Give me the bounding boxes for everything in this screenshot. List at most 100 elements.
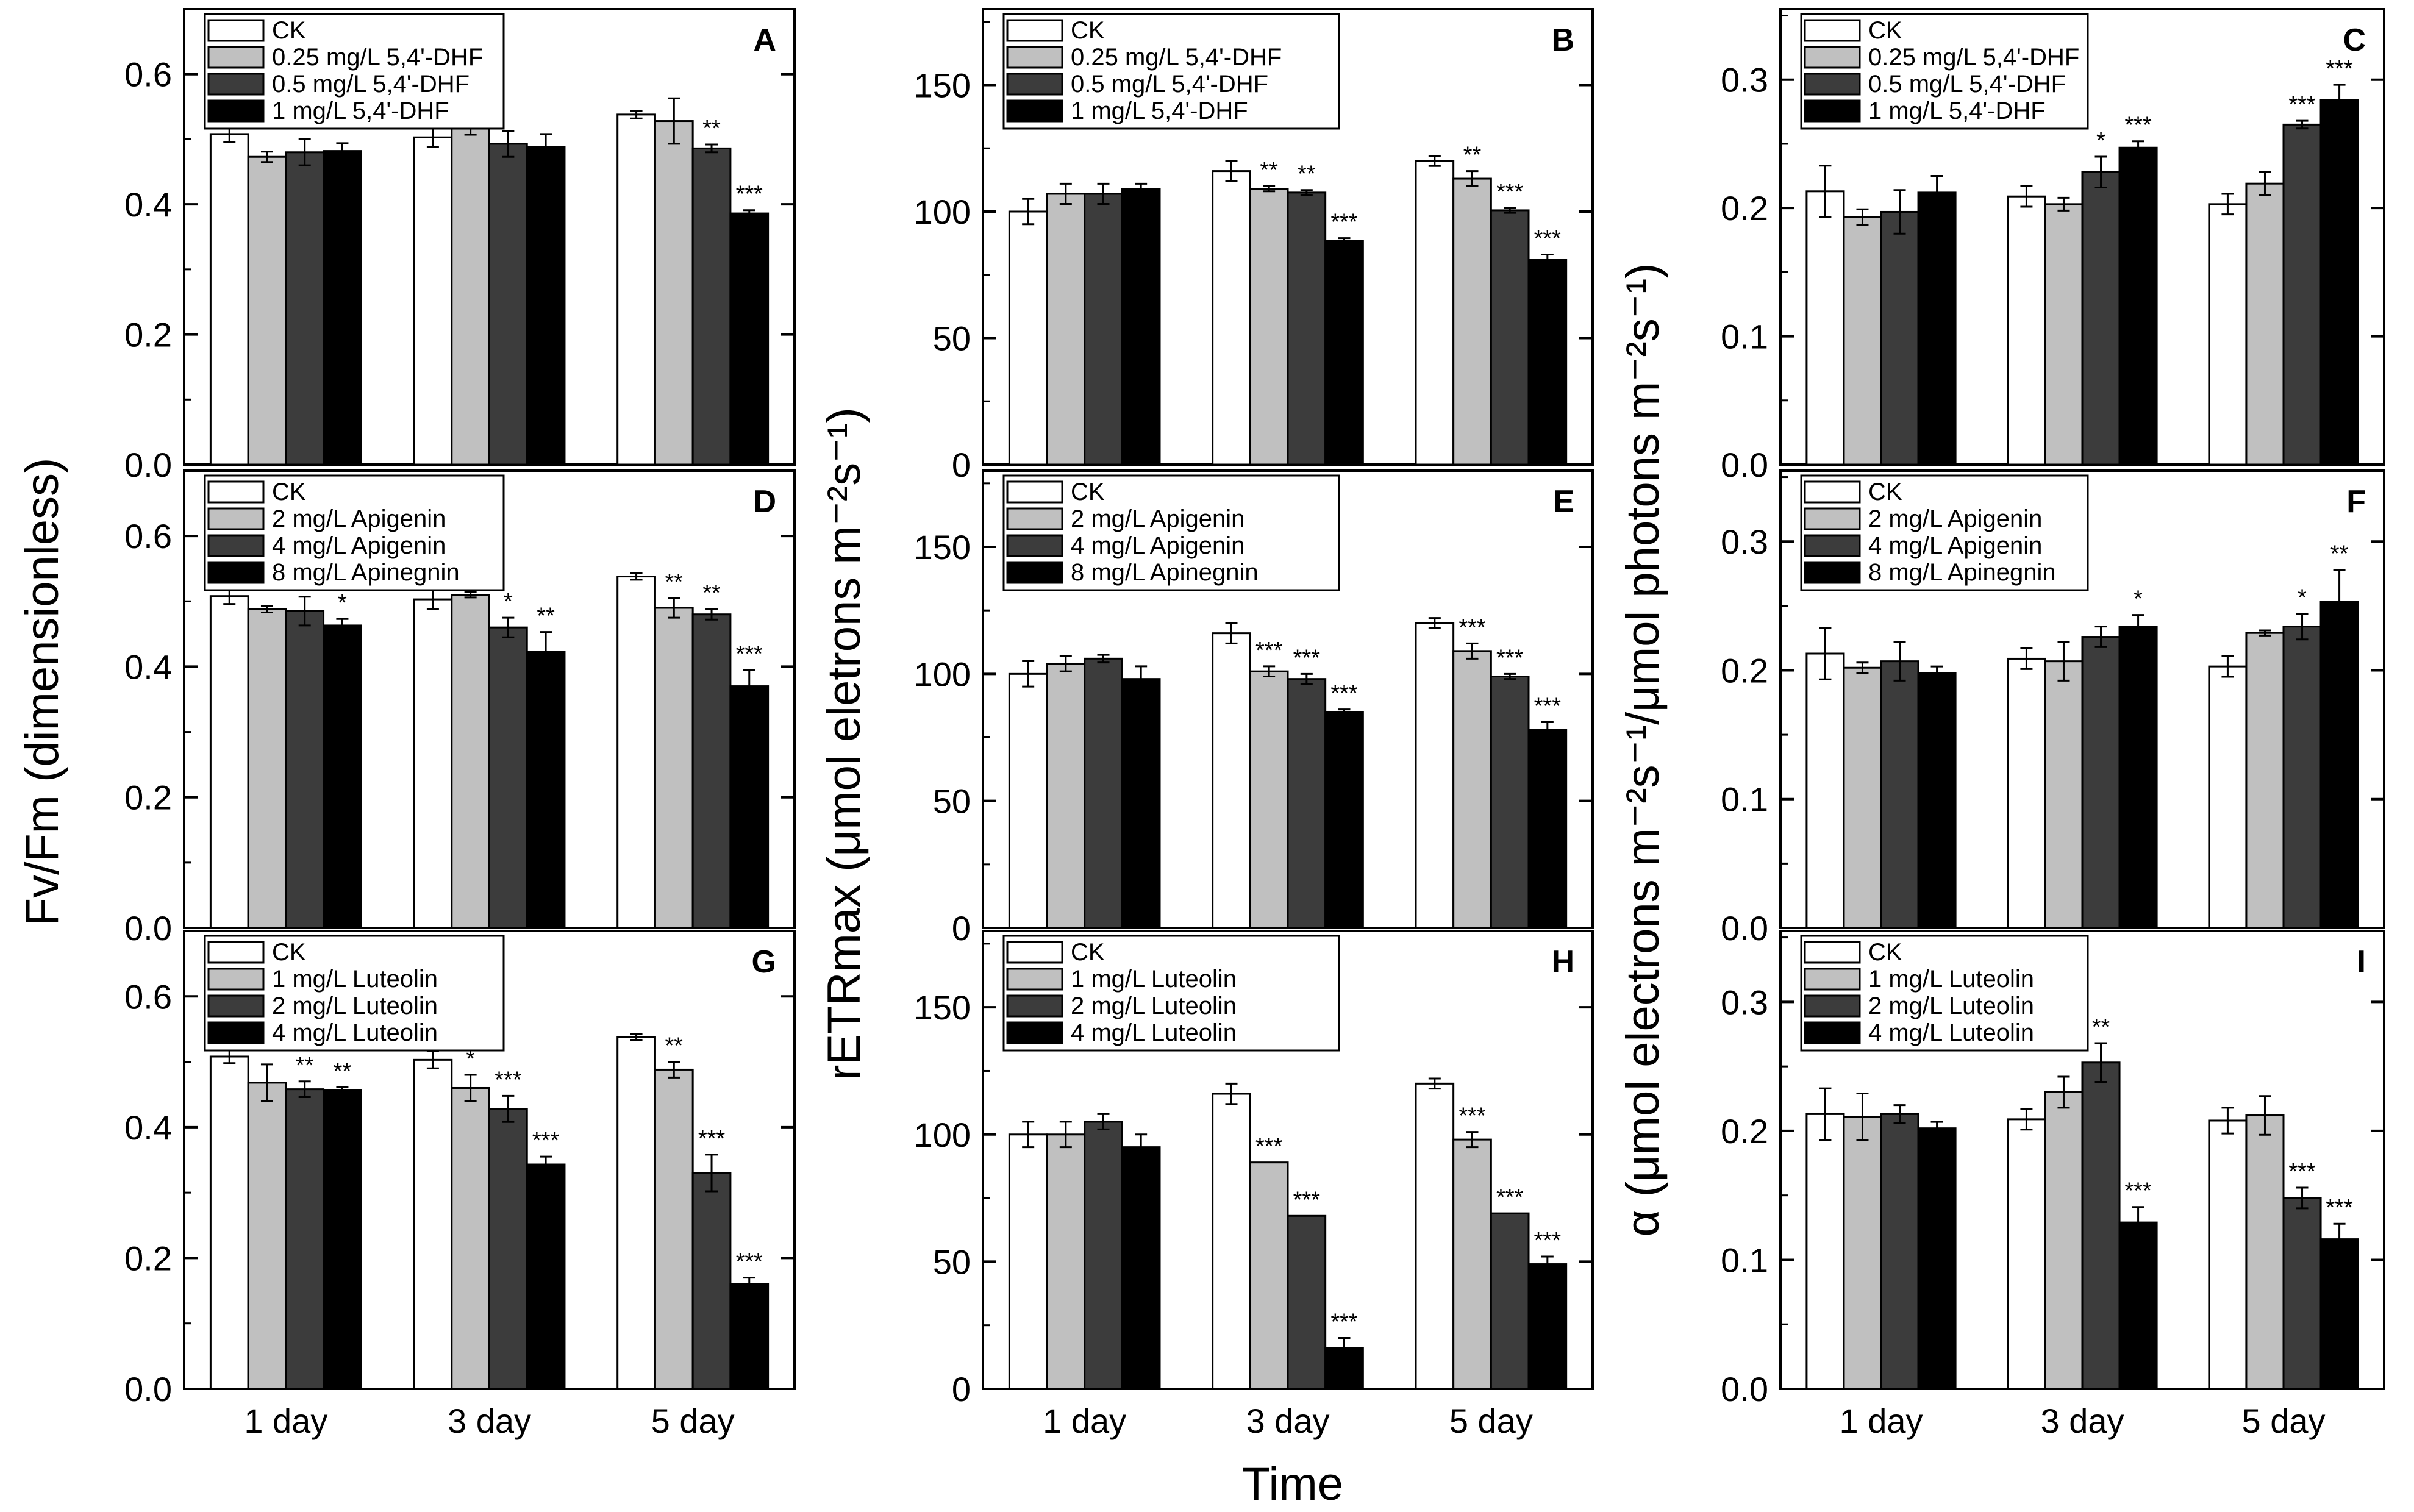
panel-letter: E	[1553, 484, 1574, 519]
bar	[1046, 1133, 1086, 1390]
bar	[729, 212, 770, 466]
bar	[1527, 259, 1568, 466]
bar	[654, 120, 694, 466]
y-tick-label: 0.4	[124, 647, 172, 686]
bar	[2007, 657, 2046, 929]
y-tick-label: 0.3	[1721, 61, 1768, 99]
legend-label: 2 mg/L Luteolin	[1071, 993, 1237, 1019]
bar	[2118, 626, 2158, 929]
legend-label: 0.25 mg/L 5,4'-DHF	[1868, 44, 2079, 71]
x-tick-label: 3 day	[1246, 1402, 1330, 1440]
legend-swatch	[207, 941, 265, 964]
legend-label: 2 mg/L Apigenin	[1868, 505, 2042, 532]
bar	[1880, 660, 1919, 929]
significance-label: *	[338, 590, 347, 616]
significance-label: **	[1463, 143, 1482, 168]
x-tick-label: 1 day	[1043, 1402, 1126, 1440]
bar	[729, 1283, 770, 1390]
panel-letter: D	[753, 484, 776, 519]
significance-label: ***	[1496, 179, 1524, 205]
significance-label: ***	[1496, 1185, 1524, 1210]
bar	[2245, 182, 2285, 466]
bar	[1843, 216, 1882, 466]
bar	[1415, 1082, 1455, 1390]
significance-label: ***	[736, 182, 763, 207]
bar	[2118, 146, 2158, 466]
bar	[1249, 1161, 1289, 1390]
bar	[1008, 672, 1048, 929]
y-tick-label: 0.2	[1721, 651, 1768, 690]
significance-label: **	[665, 569, 684, 595]
legend-swatch	[1804, 19, 1861, 42]
legend-swatch	[207, 534, 265, 557]
bar	[2007, 1118, 2046, 1390]
y-tick-label: 0.6	[124, 977, 172, 1016]
bar	[691, 147, 732, 466]
panel-g: 0.00.20.40.61 day*****3 day*******5 day*…	[124, 930, 796, 1440]
legend-swatch	[1804, 73, 1861, 96]
y-tick-label: 0.6	[124, 517, 172, 555]
legend-swatch	[1006, 994, 1063, 1018]
y-axis-title-alpha: α (μmol electrons m⁻²s⁻¹/μmol photons m⁻…	[1617, 263, 1669, 1237]
bar	[2044, 660, 2084, 929]
legend-label: CK	[1868, 479, 1902, 505]
bar	[2081, 636, 2121, 929]
significance-label: ***	[2124, 113, 2152, 138]
legend-label: 0.25 mg/L 5,4'-DHF	[1071, 44, 1282, 71]
y-tick-label: 0.4	[124, 185, 172, 224]
significance-label: ***	[1293, 645, 1321, 671]
bar	[247, 155, 287, 466]
significance-label: ***	[1255, 638, 1283, 663]
legend-swatch	[1804, 480, 1861, 504]
significance-label: **	[2330, 541, 2349, 567]
bar	[488, 1108, 528, 1390]
bar	[526, 1163, 566, 1390]
y-tick-label: 0.0	[1721, 1370, 1768, 1408]
bar	[654, 1068, 694, 1390]
y-tick-label: 0.0	[124, 1370, 172, 1408]
legend-swatch	[207, 561, 265, 584]
significance-label: ***	[1330, 1310, 1358, 1335]
bar	[616, 113, 656, 466]
bar	[1084, 657, 1123, 929]
significance-label: **	[2092, 1015, 2110, 1040]
legend-label: CK	[272, 939, 306, 966]
significance-label: ***	[2326, 56, 2353, 82]
legend-swatch	[207, 1021, 265, 1044]
legend-label: 1 mg/L 5,4'-DHF	[1071, 98, 1248, 124]
legend-swatch	[1006, 507, 1063, 530]
bar	[1121, 1146, 1161, 1390]
y-tick-label: 100	[914, 193, 971, 231]
legend-label: CK	[1071, 479, 1105, 505]
significance-label: *	[2096, 128, 2105, 154]
significance-label: ***	[1534, 694, 1562, 719]
bar	[1490, 1212, 1530, 1390]
bar	[1490, 676, 1530, 929]
bar	[285, 610, 325, 929]
significance-label: ***	[2326, 1195, 2353, 1221]
y-tick-label: 0.1	[1721, 780, 1768, 819]
significance-label: ***	[1459, 1104, 1486, 1129]
bar	[1805, 652, 1845, 929]
bar	[1212, 1093, 1251, 1390]
bar	[616, 1036, 656, 1390]
bar	[1008, 1133, 1048, 1390]
legend-label: 0.5 mg/L 5,4'-DHF	[1868, 71, 2066, 98]
y-tick-label: 50	[933, 1243, 971, 1281]
panel-letter: G	[752, 944, 776, 980]
legend-swatch	[207, 994, 265, 1018]
panel-letter: A	[753, 23, 776, 58]
bar	[2282, 1197, 2322, 1390]
bar	[1880, 210, 1919, 466]
bar	[1287, 678, 1327, 929]
legend-label: 8 mg/L Apinegnin	[1071, 559, 1259, 586]
y-tick-label: 150	[914, 528, 971, 566]
y-tick-label: 0.4	[124, 1108, 172, 1147]
legend-swatch	[1006, 99, 1063, 123]
bar	[413, 136, 453, 466]
y-tick-label: 0.0	[124, 446, 172, 484]
legend-label: 0.5 mg/L 5,4'-DHF	[272, 71, 470, 98]
